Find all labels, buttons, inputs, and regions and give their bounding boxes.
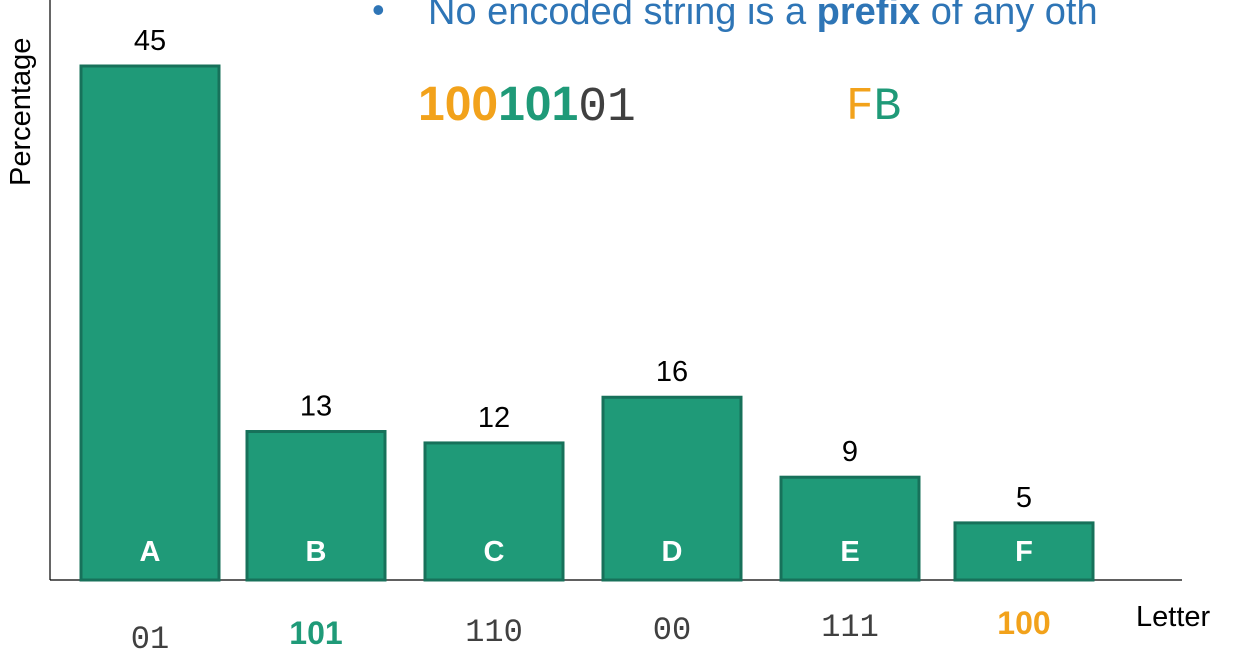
value-label-f: 5 [1016,482,1032,514]
category-label-f: F [1015,536,1033,568]
bar-c [423,441,565,582]
value-label-b: 13 [300,391,332,423]
bar-d [601,395,743,582]
encoded-string: 10010101 [418,78,636,135]
x-axis-label: Letter [1136,601,1210,633]
decoded-string: FB [846,81,901,133]
bullet-marker: • [372,0,385,30]
code-label-e: 111 [821,609,879,646]
bar-a [79,64,221,582]
category-label-b: B [306,536,327,568]
code-label-c: 110 [465,614,523,651]
category-label-d: D [662,536,683,568]
bar-e [779,475,921,582]
code-label-d: 00 [653,612,691,649]
decoded-letter-b: B [874,81,902,133]
bullet-bold-word: prefix [817,0,920,33]
decoded-letter-f: F [846,81,874,133]
value-label-c: 12 [478,402,510,434]
bar-b [245,430,387,582]
encoded-part-b: 101 [498,78,578,131]
y-axis-label: Percentage [5,38,37,186]
encoded-part-rest: 01 [578,81,636,135]
value-label-a: 45 [134,25,166,57]
bar-f [953,521,1095,582]
category-label-a: A [140,536,161,568]
bullet-text: No encoded string is a prefix of any oth [428,0,1098,33]
value-label-d: 16 [656,356,688,388]
code-label-a: 01 [131,621,169,656]
value-label-e: 9 [842,436,858,468]
code-label-f: 100 [997,605,1050,641]
bullet-text-before: No encoded string is a [428,0,817,33]
bullet-text-after: of any oth [920,0,1097,33]
category-label-c: C [484,536,505,568]
category-label-e: E [840,536,859,568]
bars-layer: 45 A 01 13 B 101 12 C 110 16 D 00 9 E 111 5 F 100 [79,25,1095,656]
code-label-b: 101 [289,615,342,651]
encoded-part-f: 100 [418,78,498,131]
